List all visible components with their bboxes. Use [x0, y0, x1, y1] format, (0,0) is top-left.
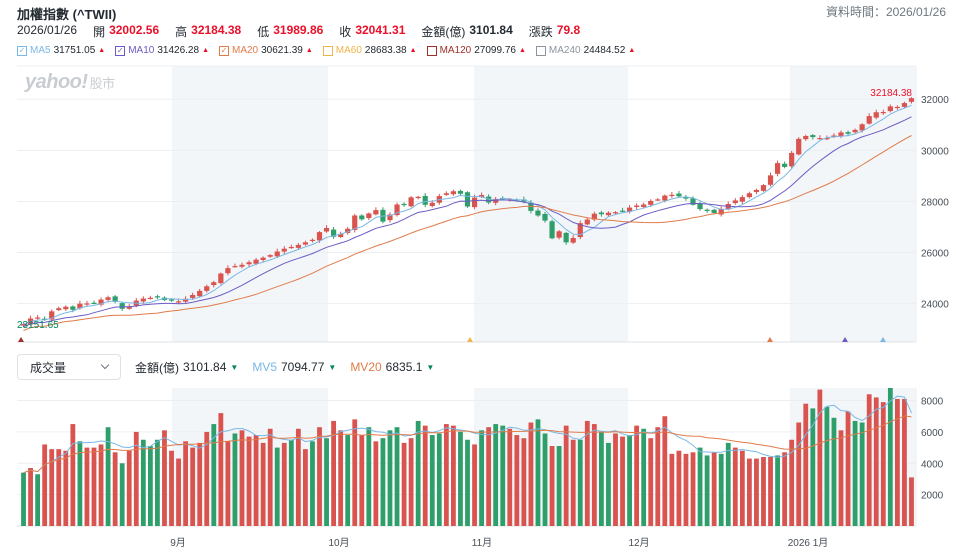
up-triangle-icon: ▲ [98, 47, 106, 54]
quote-date: 2026/01/26 [17, 23, 78, 37]
ma-name: MA5 [30, 45, 51, 56]
up-triangle-icon: ▲ [628, 47, 636, 54]
svg-text:32184.38: 32184.38 [870, 88, 912, 99]
svg-text:24000: 24000 [921, 300, 949, 311]
watermark-brand: yahoo! [25, 71, 88, 93]
up-triangle-icon: ▲ [409, 47, 417, 54]
checkbox-icon[interactable] [426, 45, 437, 56]
open-value: 32002.56 [109, 23, 160, 37]
svg-text:2000: 2000 [921, 491, 944, 502]
mv5-value: 7094.77 [281, 360, 325, 374]
page-title: 加權指數 (^TWII) [17, 7, 117, 22]
watermark-sub: 股市 [89, 76, 116, 91]
indicator-select[interactable]: 成交量 [17, 354, 121, 380]
ma-legend-ma120[interactable]: MA120 27099.76 ▲ [426, 45, 526, 56]
data-time: 資料時間：2026/01/26 [825, 5, 946, 19]
up-triangle-icon: ▲ [305, 47, 313, 54]
yahoo-watermark: yahoo! 股市 [25, 71, 115, 94]
indicator-select-value: 成交量 [30, 360, 67, 375]
ma-value: 28683.38 [364, 45, 407, 56]
ma-value: 24484.52 [583, 45, 626, 56]
high-label: 高 [175, 25, 188, 39]
chevron-down-icon [100, 360, 110, 370]
open-label: 開 [93, 25, 106, 39]
svg-text:28000: 28000 [921, 197, 949, 208]
mv5-label: MV5 [252, 360, 277, 374]
up-triangle-icon: ▲ [518, 47, 526, 54]
checkbox-icon[interactable]: ✓ [115, 45, 126, 56]
checkbox-icon[interactable]: ✓ [219, 45, 229, 56]
svg-text:30000: 30000 [921, 146, 949, 157]
svg-text:6000: 6000 [921, 428, 944, 439]
vol-amount-label: 金額(億) [135, 360, 179, 375]
checkbox-icon[interactable] [535, 45, 546, 56]
mv20-label: MV20 [350, 360, 382, 374]
ma-legend-ma10[interactable]: ✓ MA10 31426.28 ▲ [115, 45, 209, 56]
down-triangle-icon: ▼ [328, 362, 337, 372]
high-value: 32184.38 [191, 23, 242, 37]
svg-text:9月: 9月 [170, 537, 186, 549]
svg-text:10月: 10月 [328, 537, 349, 549]
ma-legend-ma5[interactable]: ✓ MA5 31751.05 ▲ [17, 45, 105, 56]
low-label: 低 [257, 25, 270, 39]
ma-name: MA10 [128, 45, 155, 56]
svg-text:8000: 8000 [921, 397, 944, 408]
amount-label: 金額(億) [421, 25, 466, 39]
vol-amount-value: 3101.84 [183, 360, 227, 374]
mv20-value: 6835.1 [385, 360, 423, 374]
checkbox-icon[interactable]: ✓ [17, 45, 27, 56]
ma-value: 27099.76 [474, 45, 516, 56]
close-label: 收 [339, 25, 352, 39]
down-triangle-icon: ▼ [426, 362, 435, 372]
svg-text:11月: 11月 [472, 537, 492, 549]
ma-legend: ✓ MA5 31751.05 ▲ ✓ MA10 31426.28 ▲ ✓ MA20 30621.39… [17, 45, 635, 56]
up-triangle-icon: ▲ [202, 47, 209, 54]
quote-row: 2026/01/26 開 32002.56 高 32184.38 低 31989.86… [17, 23, 580, 40]
ma-value: 31426.28 [157, 45, 200, 56]
ma-name: MA20 [232, 45, 259, 56]
ma-legend-ma240[interactable]: MA240 24484.52 ▲ [535, 45, 636, 56]
svg-text:32000: 32000 [921, 95, 949, 106]
down-triangle-icon: ▼ [230, 362, 239, 372]
checkbox-icon[interactable] [322, 45, 333, 56]
svg-text:23151.65: 23151.65 [17, 320, 59, 331]
ma-name: MA60 [335, 45, 362, 56]
amount-value: 3101.84 [469, 23, 513, 37]
candles [20, 97, 915, 327]
svg-text:2026 1月: 2026 1月 [788, 537, 829, 549]
ma-name: MA240 [548, 45, 581, 56]
ma-value: 30621.39 [261, 45, 303, 56]
ma-legend-ma20[interactable]: ✓ MA20 30621.39 ▲ [219, 45, 313, 56]
svg-text:4000: 4000 [921, 459, 944, 470]
close-value: 32041.31 [355, 23, 406, 37]
low-value: 31989.86 [273, 23, 324, 37]
ma-value: 31751.05 [53, 45, 96, 56]
volume-toolbar: 成交量 金額(億) 3101.84 ▼ MV5 7094.77 ▼ MV20 6835.1… [17, 354, 434, 380]
change-value: 79.8 [556, 23, 581, 37]
ma-name: MA120 [439, 45, 472, 56]
change-label: 漲跌 [528, 25, 553, 39]
svg-text:12月: 12月 [628, 537, 649, 549]
ma-legend-ma60[interactable]: MA60 28683.38 ▲ [322, 45, 417, 56]
volume-bars [21, 388, 914, 526]
svg-text:26000: 26000 [921, 249, 949, 260]
